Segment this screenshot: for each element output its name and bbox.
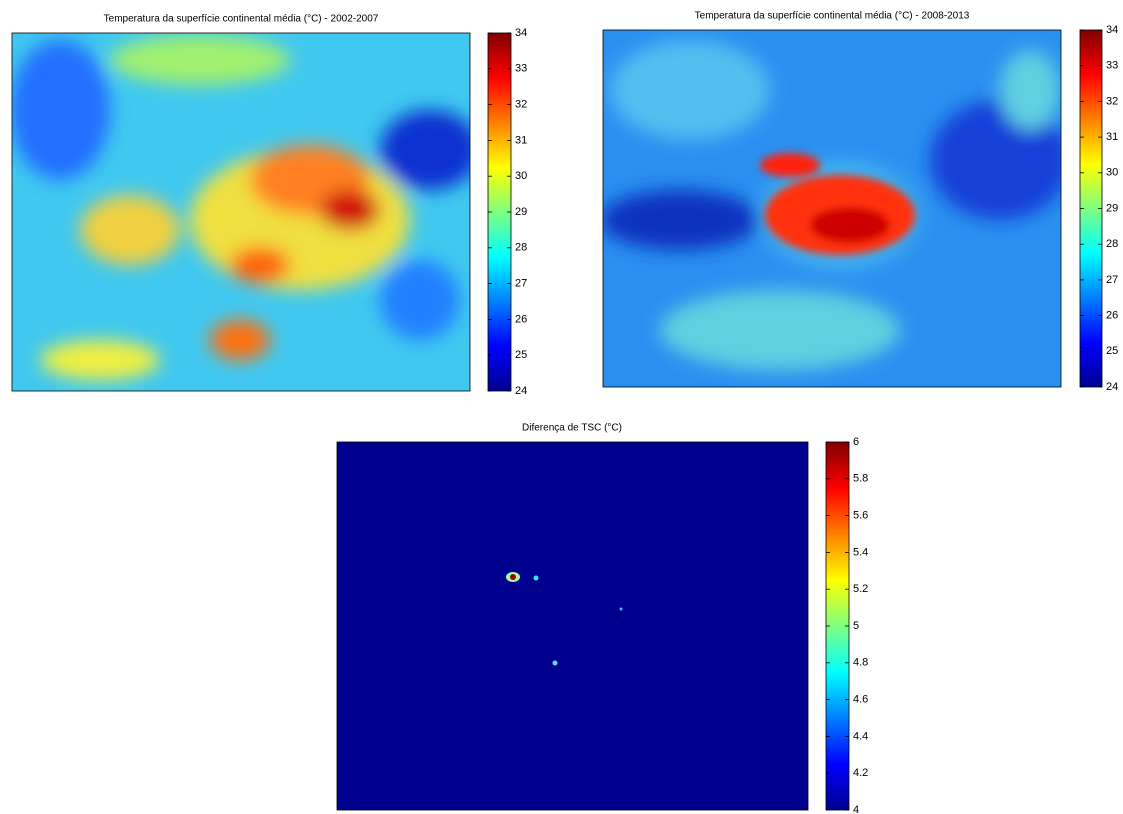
- colorbar-tick-label: 32: [1106, 95, 1118, 107]
- colorbar-tick-label: 34: [1106, 24, 1118, 36]
- colorbar-tick-label: 30: [1106, 167, 1118, 179]
- colorbar-tick-label: 33: [515, 63, 527, 75]
- colorbar-tick-label: 4: [853, 804, 859, 814]
- colorbar-tick-label: 24: [515, 385, 527, 397]
- colorbar-tick-label: 5: [853, 620, 859, 632]
- colorbar-tick-label: 29: [515, 206, 527, 218]
- colorbar-tick-label: 29: [1106, 202, 1118, 214]
- colorbar-tick-label: 33: [1106, 60, 1118, 72]
- colorbar-tick-label: 25: [1106, 345, 1118, 357]
- colorbar-tick-label: 5.8: [853, 473, 868, 485]
- colorbar-tick-label: 30: [515, 170, 527, 182]
- colorbar-tick-label: 31: [1106, 131, 1118, 143]
- colorbar-tick-label: 31: [515, 134, 527, 146]
- colorbar-tick-label: 4.4: [853, 730, 868, 742]
- heatmap-image: [337, 442, 808, 810]
- chart-title: Temperatura da superfície continental mé…: [695, 11, 970, 22]
- colorbar-tick-label: 5.2: [853, 583, 868, 595]
- colorbar-tick-label: 34: [515, 27, 527, 39]
- colorbar-tick-label: 5.4: [853, 546, 868, 558]
- colorbar-tick-label: 25: [515, 349, 527, 361]
- colorbar-tick-label: 27: [1106, 274, 1118, 286]
- colorbar-tick-label: 28: [1106, 238, 1118, 250]
- figure: Temperatura da superfície continental mé…: [0, 0, 1123, 814]
- heatmap-image: [10, 33, 480, 391]
- colorbar-tick-label: 27: [515, 278, 527, 290]
- colorbar-tick-label: 28: [515, 242, 527, 254]
- colorbar-tick-label: 26: [1106, 310, 1118, 322]
- colorbar-tick-label: 26: [515, 313, 527, 325]
- chart-title: Diferença de TSC (°C): [522, 423, 622, 434]
- chart-title: Temperatura da superfície continental mé…: [104, 14, 379, 25]
- heatmap-image: [600, 30, 1070, 387]
- colorbar-tick-label: 4.2: [853, 767, 868, 779]
- colorbar-tick-label: 32: [515, 99, 527, 111]
- colorbar-tick-label: 4.6: [853, 694, 868, 706]
- colorbar-tick-label: 4.8: [853, 657, 868, 669]
- colorbar-tick-label: 5.6: [853, 510, 868, 522]
- colorbar-tick-label: 24: [1106, 381, 1118, 393]
- colorbar-tick-label: 6: [853, 436, 859, 448]
